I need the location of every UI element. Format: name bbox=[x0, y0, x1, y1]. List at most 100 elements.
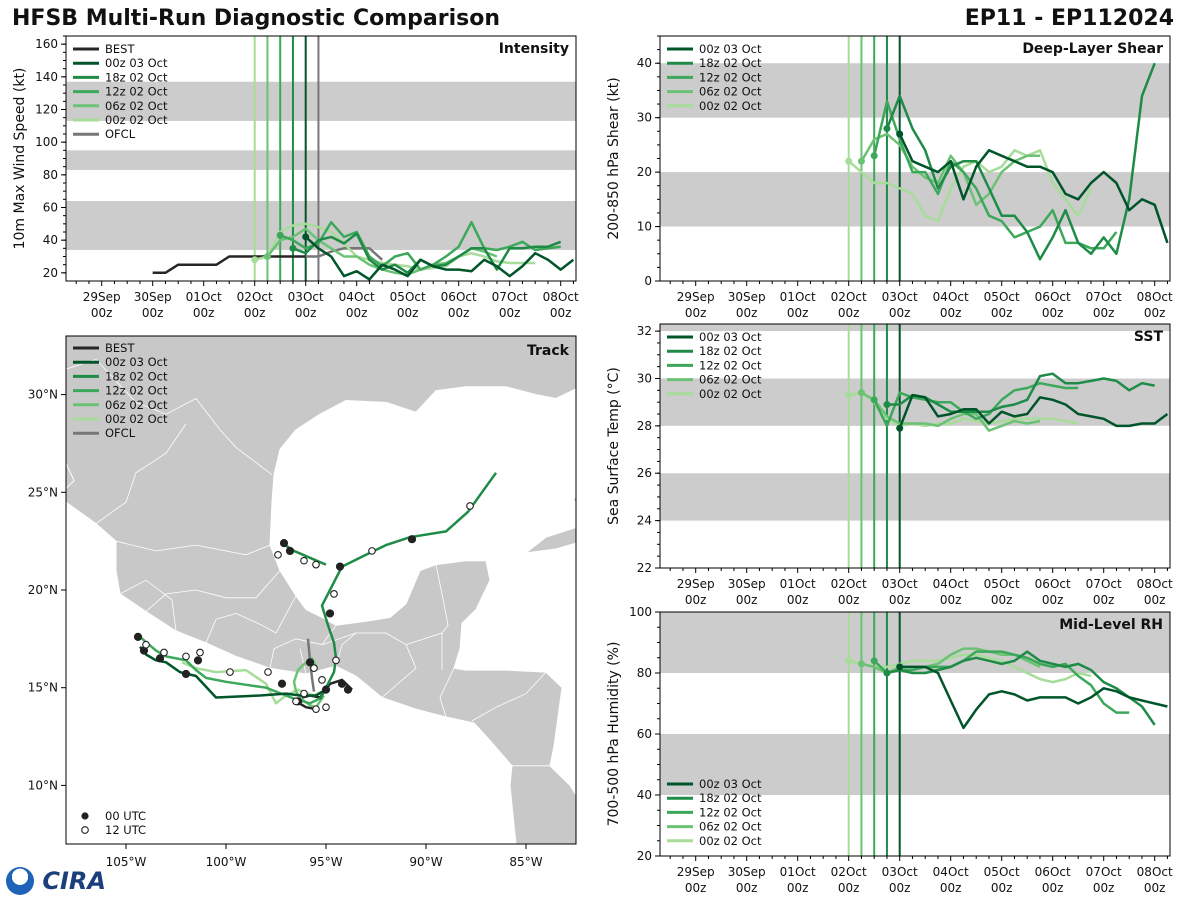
x-tick-label-hour: 00z bbox=[550, 306, 572, 320]
legend-label: 00z 03 Oct bbox=[699, 330, 762, 344]
series-start-marker-run_18z02 bbox=[883, 669, 891, 677]
x-tick-label: 06Oct bbox=[441, 290, 477, 304]
x-tick-label-hour: 00z bbox=[1042, 593, 1064, 607]
x-tick-label-hour: 00z bbox=[1144, 593, 1166, 607]
x-tick-label-hour: 00z bbox=[685, 593, 707, 607]
shaded-band-1 bbox=[660, 378, 1170, 426]
series-start-marker-run_18z02 bbox=[289, 244, 297, 252]
x-tick-label: 06Oct bbox=[1035, 865, 1071, 879]
series-start-marker-run_18z02 bbox=[883, 401, 891, 409]
x-tick-label: 30Sep bbox=[728, 577, 766, 591]
marker-00utc bbox=[155, 654, 165, 663]
series-line-best bbox=[152, 255, 306, 275]
series-line-run_18z02 bbox=[887, 372, 1155, 413]
marker-12utc bbox=[300, 689, 308, 698]
legend-label: 00z 03 Oct bbox=[105, 56, 168, 70]
y-tick-label: 40 bbox=[637, 788, 652, 802]
track-line-run_00z02 bbox=[181, 661, 323, 705]
x-tick-label-hour: 00z bbox=[838, 593, 860, 607]
x-tick-label-hour: 00z bbox=[736, 306, 758, 320]
x-tick-label-hour: 00z bbox=[499, 306, 521, 320]
marker-00utc bbox=[325, 609, 335, 618]
noaa-logo-icon bbox=[6, 867, 34, 895]
panel-title: Deep-Layer Shear bbox=[1022, 41, 1163, 57]
x-tick-label-hour: 00z bbox=[940, 593, 962, 607]
panel-shear: 0 10 20 30 40 29Sep 00z 30Sep 00z 01Oct 00z 02Oct 00… bbox=[606, 35, 1173, 320]
panel-title: SST bbox=[1134, 329, 1164, 345]
legend-label: 06z 02 Oct bbox=[105, 99, 168, 113]
marker-00utc bbox=[305, 658, 315, 667]
x-tick-label-hour: 00z bbox=[1042, 306, 1064, 320]
x-tick-label: 07Oct bbox=[1086, 577, 1122, 591]
legend-label: 00z 02 Oct bbox=[105, 412, 168, 426]
legend-label: 18z 02 Oct bbox=[105, 369, 168, 383]
series-start-marker-run_12z02 bbox=[276, 231, 284, 239]
x-tick-label: 30Sep bbox=[728, 290, 766, 304]
plot-frame bbox=[659, 323, 1171, 569]
legend-label: 00z 02 Oct bbox=[699, 387, 762, 401]
legend-label: 12z 02 Oct bbox=[105, 85, 168, 99]
x-tick-label-hour: 00z bbox=[346, 306, 368, 320]
x-tick-label: 01Oct bbox=[186, 290, 222, 304]
legend-marker-00utc bbox=[81, 812, 89, 820]
x-tick-label-hour: 00z bbox=[193, 306, 215, 320]
series-line-run_12z02 bbox=[279, 220, 561, 271]
y-tick-label: 140 bbox=[35, 70, 58, 84]
y-tick-label: 100 bbox=[629, 605, 652, 619]
y-tick-label: 120 bbox=[35, 103, 58, 117]
y-tick-label: 160 bbox=[35, 37, 58, 51]
legend-label: 18z 02 Oct bbox=[699, 344, 762, 358]
series-start-marker-run_18z02 bbox=[883, 125, 891, 133]
legend-label: 18z 02 Oct bbox=[699, 56, 762, 70]
x-tick-label-hour: 00z bbox=[736, 881, 758, 895]
panel-title: Mid-Level RH bbox=[1059, 617, 1163, 633]
x-tick-label-hour: 00z bbox=[787, 881, 809, 895]
marker-00utc bbox=[407, 535, 417, 544]
x-tick-label-hour: 00z bbox=[448, 306, 470, 320]
border-line-13 bbox=[299, 648, 307, 675]
x-tick-label-hour: 00z bbox=[142, 306, 164, 320]
x-tick-label-hour: 00z bbox=[91, 306, 113, 320]
marker-12utc bbox=[142, 640, 150, 649]
lon-tick-label: 85°W bbox=[509, 855, 542, 869]
lon-tick-label: 95°W bbox=[309, 855, 342, 869]
y-tick-label: 60 bbox=[637, 727, 652, 741]
x-tick-label-hour: 00z bbox=[787, 593, 809, 607]
land-baja bbox=[66, 462, 75, 490]
shaded-band-1 bbox=[660, 612, 1170, 673]
y-tick-label: 80 bbox=[43, 168, 58, 182]
legend-label: 06z 02 Oct bbox=[699, 820, 762, 834]
y-tick-label: 30 bbox=[637, 111, 652, 125]
x-tick-label: 08Oct bbox=[1137, 865, 1173, 879]
x-tick-label-hour: 00z bbox=[889, 881, 911, 895]
logo-text: CIRA bbox=[42, 867, 106, 895]
y-tick-label: 20 bbox=[637, 165, 652, 179]
series-start-marker-run_12z02 bbox=[870, 396, 878, 404]
x-tick-label-hour: 00z bbox=[889, 593, 911, 607]
series-start-marker-run_00z03 bbox=[896, 663, 904, 671]
marker-00utc bbox=[343, 685, 353, 694]
legend-label: OFCL bbox=[105, 127, 136, 141]
x-tick-label: 29Sep bbox=[677, 865, 715, 879]
series-start-marker-run_00z02 bbox=[845, 657, 853, 665]
panel-sst: 22 24 26 28 30 32 29Sep 00z 30Sep 00z 01Oct 00z 02Oc… bbox=[606, 323, 1173, 607]
x-tick-label: 07Oct bbox=[492, 290, 528, 304]
series-start-marker-run_00z02 bbox=[251, 256, 259, 264]
series-line-run_00z02 bbox=[848, 391, 1079, 428]
series-start-marker-run_00z03 bbox=[896, 424, 904, 432]
y-tick-label: 22 bbox=[637, 561, 652, 575]
series-line-run_00z03 bbox=[898, 393, 1169, 429]
y-tick-label: 32 bbox=[637, 324, 652, 338]
marker-12utc bbox=[312, 560, 320, 569]
x-tick-label-hour: 00z bbox=[736, 593, 758, 607]
marker-12utc bbox=[332, 656, 340, 665]
x-tick-label: 06Oct bbox=[1035, 290, 1071, 304]
marker-12utc bbox=[318, 676, 326, 684]
marker-12utc bbox=[466, 502, 474, 510]
x-tick-label: 29Sep bbox=[677, 577, 715, 591]
series-start-marker-run_06z02 bbox=[857, 660, 865, 668]
marker-00utc bbox=[337, 679, 347, 688]
border-line-6 bbox=[405, 564, 449, 646]
marker-00utc bbox=[277, 679, 287, 688]
legend-marker-label: 00 UTC bbox=[105, 809, 146, 823]
